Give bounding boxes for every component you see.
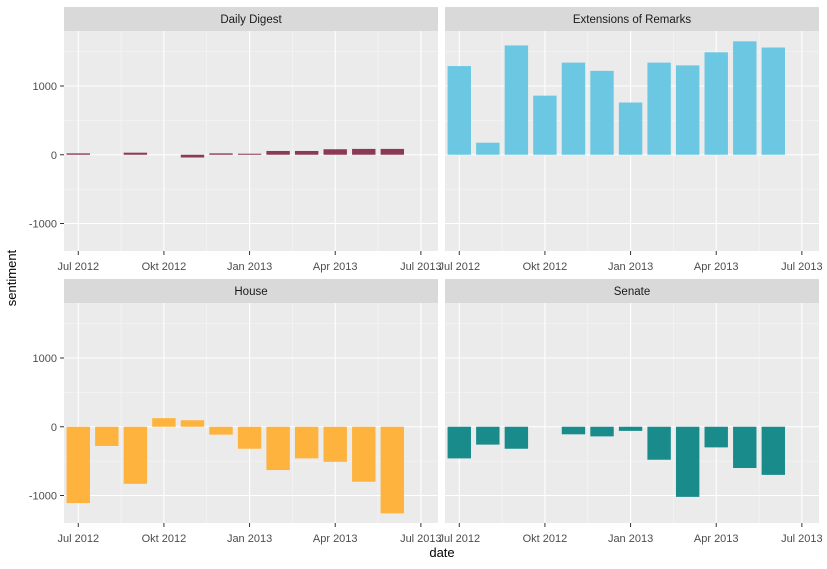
bar — [675, 426, 700, 497]
y-axis-label: sentiment — [4, 249, 19, 306]
bar — [761, 426, 786, 475]
x-tick-label: Jul 2012 — [438, 533, 480, 545]
bar — [323, 149, 347, 155]
x-tick-label: Okt 2012 — [523, 533, 568, 545]
x-tick-label: Jul 2012 — [57, 261, 99, 273]
bar — [590, 426, 614, 437]
bar — [618, 102, 643, 155]
x-tick-label: Okt 2012 — [523, 261, 568, 273]
facet-strip-label: Daily Digest — [220, 14, 282, 26]
x-tick-label: Jan 2013 — [227, 533, 272, 545]
bar — [352, 426, 376, 482]
bar — [704, 52, 728, 155]
facet-strip-label: Senate — [614, 286, 650, 298]
x-tick-label: Jan 2013 — [608, 533, 653, 545]
x-tick-label: Apr 2013 — [313, 261, 358, 273]
y-tick-label: 0 — [51, 422, 57, 434]
panel-background — [64, 303, 438, 523]
bar — [209, 426, 233, 435]
bar — [447, 66, 471, 155]
bar — [476, 142, 500, 155]
x-axis-label: date — [429, 545, 454, 560]
x-tick-label: Jul 2013 — [400, 261, 442, 273]
y-tick-label: 1000 — [33, 81, 57, 93]
bar — [266, 150, 290, 155]
bar — [675, 65, 700, 155]
bar — [209, 153, 233, 155]
x-tick-label: Okt 2012 — [142, 533, 187, 545]
x-tick-label: Apr 2013 — [313, 533, 358, 545]
bar — [323, 426, 347, 462]
bar — [237, 426, 262, 449]
facet-strip — [64, 7, 438, 31]
bar — [352, 148, 376, 155]
bar — [476, 426, 500, 445]
y-tick-label: -1000 — [29, 491, 57, 503]
bar — [533, 95, 557, 155]
bar — [152, 418, 176, 427]
bar — [561, 426, 586, 435]
bar — [704, 426, 728, 448]
bar — [733, 41, 757, 155]
bar — [294, 426, 319, 459]
bar — [95, 426, 119, 446]
bar — [123, 426, 148, 484]
bar — [447, 426, 471, 459]
x-tick-label: Jan 2013 — [608, 261, 653, 273]
bar — [380, 148, 405, 155]
bar — [561, 62, 586, 155]
bar — [180, 154, 205, 158]
bar — [180, 420, 205, 427]
x-tick-label: Jul 2012 — [438, 261, 480, 273]
y-tick-label: 0 — [51, 150, 57, 162]
bar — [66, 426, 90, 504]
panel-background — [445, 303, 819, 523]
facet-strip — [64, 279, 438, 303]
x-tick-label: Jul 2012 — [57, 533, 99, 545]
bar — [380, 426, 405, 514]
bar — [66, 153, 90, 155]
facet-strip — [445, 7, 819, 31]
bar — [590, 70, 614, 155]
x-tick-label: Apr 2013 — [694, 533, 739, 545]
facet-strip-label: House — [234, 286, 267, 298]
bar — [647, 62, 671, 155]
bar — [266, 426, 290, 471]
bar — [647, 426, 671, 460]
bar — [504, 45, 529, 155]
x-tick-label: Okt 2012 — [142, 261, 187, 273]
bar — [618, 426, 643, 431]
x-tick-label: Jul 2013 — [781, 533, 823, 545]
facet-strip — [445, 279, 819, 303]
y-tick-label: -1000 — [29, 219, 57, 231]
x-tick-label: Apr 2013 — [694, 261, 739, 273]
bar — [294, 150, 319, 155]
x-tick-label: Jul 2013 — [400, 533, 442, 545]
bar — [761, 47, 786, 155]
bar — [123, 152, 148, 155]
x-tick-label: Jul 2013 — [781, 261, 823, 273]
x-tick-label: Jan 2013 — [227, 261, 272, 273]
y-tick-label: 1000 — [33, 353, 57, 365]
facet-strip-label: Extensions of Remarks — [573, 14, 691, 26]
bar — [504, 426, 529, 449]
bar — [733, 426, 757, 468]
panel-background — [64, 31, 438, 251]
bar — [237, 153, 262, 155]
